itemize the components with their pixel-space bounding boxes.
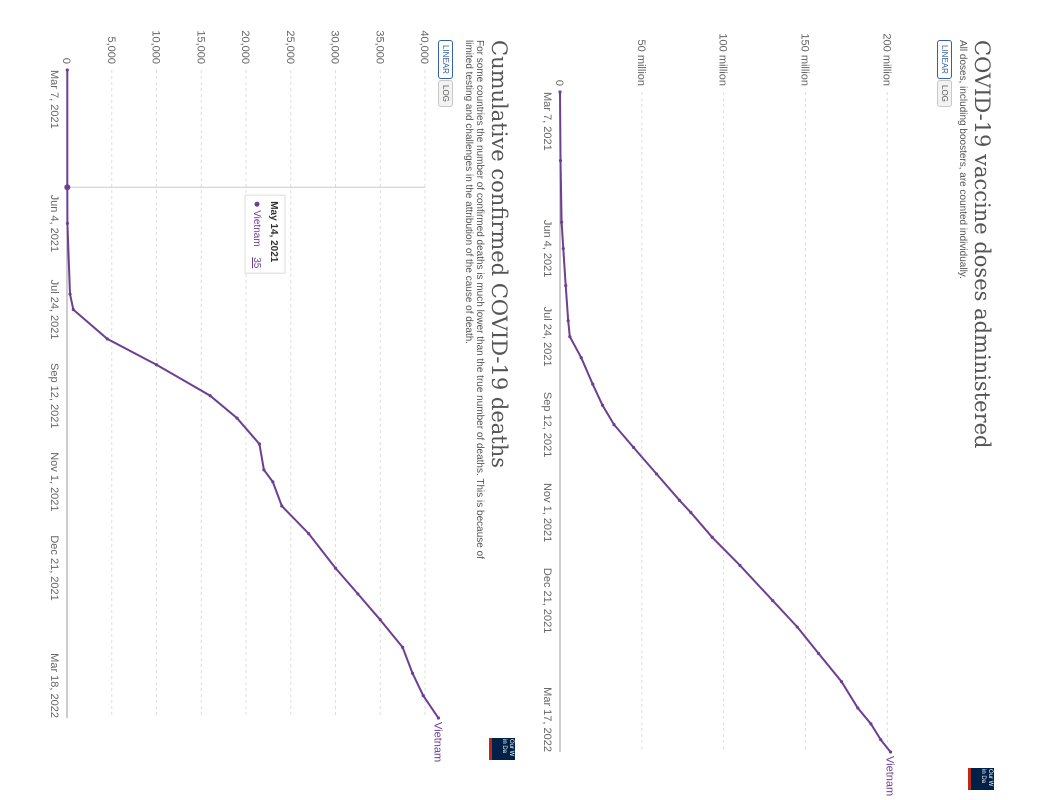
x-tick-label: Mar 18, 2022 [48, 653, 60, 718]
y-tick-label: 200 million [880, 33, 892, 86]
x-tick-label: Sep 12, 2021 [541, 392, 553, 457]
x-tick-label: Jun 4, 2021 [48, 195, 60, 253]
data-point [235, 416, 239, 420]
data-point [401, 645, 405, 649]
tooltip-date: May 14, 2021 [268, 201, 279, 263]
data-point [856, 706, 860, 710]
x-tick-label: Jul 24, 2021 [48, 280, 60, 340]
doses-plot-area: 0 50 million 100 million 150 million 200 mil… [541, 33, 896, 796]
data-point [816, 651, 821, 656]
data-point [307, 531, 311, 536]
tooltip-series-dot [254, 201, 260, 207]
data-point [561, 247, 565, 251]
x-tick-label: Mar 7, 2021 [48, 70, 60, 129]
y-tick-label: 0 [553, 80, 565, 86]
data-point [71, 307, 75, 312]
data-point [560, 220, 564, 224]
x-tick-label: Dec 21, 2021 [48, 535, 60, 600]
data-point [888, 750, 893, 754]
data-point [612, 423, 616, 427]
y-tick-label: 15,000 [194, 30, 206, 64]
y-tick-label: 100 million [717, 33, 729, 86]
tooltip-series-name: Vietnam [251, 210, 262, 247]
x-tick-label: Jul 24, 2021 [541, 307, 553, 367]
covid-deaths-chart-panel: Cumulative confirmed COVID-19 deaths For… [45, 0, 525, 800]
data-point [410, 671, 415, 675]
data-point [378, 618, 382, 622]
data-point [436, 716, 441, 720]
data-point [564, 284, 568, 288]
x-tick-label: Nov 1, 2021 [541, 483, 553, 542]
data-point [738, 563, 742, 568]
y-tick-label: 30,000 [329, 30, 341, 64]
data-point [600, 403, 605, 407]
data-point [271, 480, 275, 484]
x-tick-label: Jun 4, 2021 [541, 220, 553, 278]
data-point [710, 535, 714, 539]
x-tick-label: Sep 12, 2021 [48, 363, 60, 428]
data-point [771, 599, 775, 603]
data-point [208, 394, 212, 398]
y-tick-label: 40,000 [418, 30, 430, 64]
data-point [579, 356, 583, 360]
series-label-vietnam: Vietnam [431, 722, 443, 762]
x-tick-label: Mar 17, 2022 [541, 687, 553, 752]
y-tick-label: 10,000 [150, 30, 162, 64]
data-point [795, 625, 799, 629]
data-point [356, 592, 360, 596]
data-point [591, 382, 595, 386]
tooltip-value: 35 [251, 257, 262, 269]
series-line-vietnam [559, 91, 892, 753]
data-point [869, 722, 873, 726]
data-point [421, 693, 425, 698]
data-point [65, 68, 69, 72]
deaths-plot-area: 0 5,000 10,000 15,000 20,000 25,000 30,000 35,0… [48, 30, 443, 762]
data-point [68, 292, 72, 296]
data-point [566, 319, 570, 323]
data-point [65, 221, 70, 225]
x-tick-label: Nov 1, 2021 [48, 452, 60, 511]
x-tick-label: Dec 21, 2021 [541, 568, 553, 633]
vaccine-doses-chart-panel: COVID-19 vaccine doses administered All … [535, 0, 1000, 800]
data-point [677, 498, 682, 502]
data-point [257, 442, 262, 446]
data-point [558, 90, 562, 94]
data-point [558, 159, 563, 163]
data-point [154, 363, 159, 367]
data-point [879, 738, 883, 742]
data-point [568, 335, 572, 339]
tooltip-box [244, 194, 286, 274]
data-point [654, 472, 659, 476]
y-tick-label: 50 million [635, 40, 647, 86]
data-point [839, 680, 844, 684]
y-tick-label: 150 million [798, 33, 810, 86]
data-point [262, 468, 266, 472]
series-line-vietnam [66, 70, 440, 719]
y-tick-label: 35,000 [373, 30, 385, 64]
data-point [632, 445, 636, 450]
data-point [689, 511, 693, 515]
series-label-vietnam: Vietnam [884, 756, 896, 796]
x-tick-label: Mar 7, 2021 [541, 92, 553, 151]
data-point [333, 566, 338, 570]
hover-point [64, 184, 71, 191]
y-tick-label: 25,000 [284, 30, 296, 64]
y-tick-label: 20,000 [239, 30, 251, 64]
data-point [280, 504, 284, 508]
data-point [105, 337, 109, 341]
y-tick-label: 5,000 [105, 36, 117, 64]
y-tick-label: 0 [60, 58, 72, 64]
